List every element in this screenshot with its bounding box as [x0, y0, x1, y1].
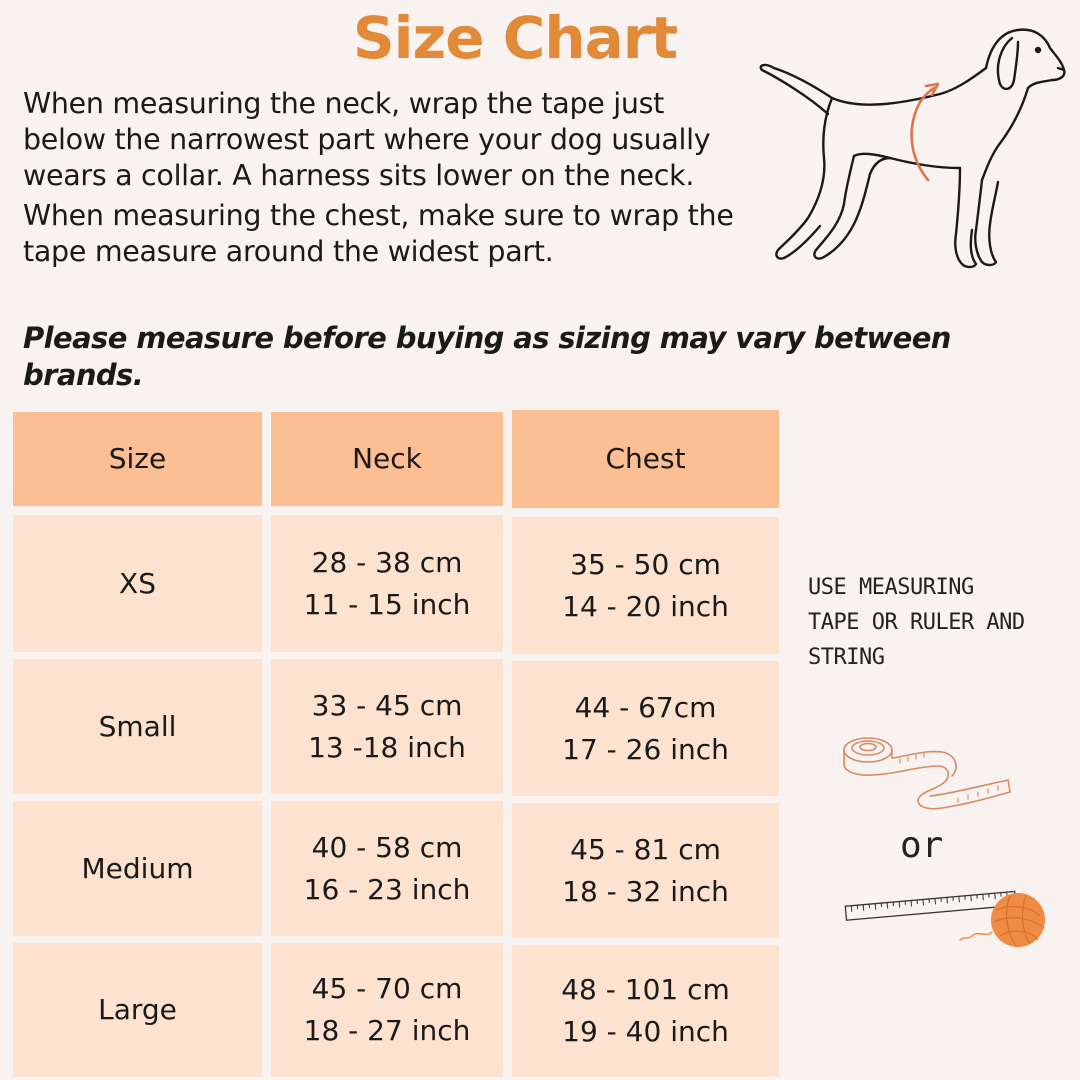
tip-line: TAPE OR RULER AND	[808, 610, 1025, 635]
chest-xs: 35 - 50 cm 14 - 20 inch	[512, 517, 779, 654]
chest-inch: 18 - 32 inch	[562, 874, 729, 908]
chest-small: 44 - 67cm 17 - 26 inch	[512, 661, 779, 796]
tip-line: USE MEASURING	[808, 575, 974, 600]
header-chest: Chest	[512, 410, 779, 508]
or-label: or	[900, 825, 944, 866]
neck-cm: 40 - 58 cm	[311, 830, 463, 864]
chest-inch: 17 - 26 inch	[562, 732, 729, 766]
neck-instruction: When measuring the neck, wrap the tape j…	[23, 87, 711, 192]
measuring-tip: USE MEASURING TAPE OR RULER AND STRING	[808, 570, 1058, 675]
neck-medium: 40 - 58 cm 16 - 23 inch	[271, 801, 503, 936]
size-xs: XS	[13, 515, 262, 652]
neck-cm: 28 - 38 cm	[311, 545, 463, 579]
size-medium: Medium	[13, 801, 262, 936]
chest-cm: 44 - 67cm	[574, 690, 717, 724]
measuring-tape-icon	[843, 737, 1011, 810]
ruler-icon	[844, 890, 1045, 947]
neck-cm: 45 - 70 cm	[311, 972, 463, 1005]
header-size: Size	[13, 412, 262, 506]
chest-instruction: When measuring the chest, make sure to w…	[23, 199, 734, 268]
neck-inch: 11 - 15 inch	[303, 587, 471, 621]
size-label: XS	[119, 566, 156, 600]
chest-cm: 35 - 50 cm	[570, 547, 721, 581]
size-large: Large	[13, 943, 262, 1077]
size-small: Small	[13, 659, 262, 794]
neck-inch: 16 - 23 inch	[303, 872, 471, 906]
chest-inch: 14 - 20 inch	[562, 589, 729, 623]
dog-illustration	[759, 28, 1066, 269]
chest-cm: 48 - 101 cm	[561, 973, 730, 1006]
chest-large: 48 - 101 cm 19 - 40 inch	[512, 945, 779, 1077]
size-label: Medium	[81, 851, 194, 885]
neck-large: 45 - 70 cm 18 - 27 inch	[271, 943, 503, 1077]
header-neck: Neck	[271, 412, 503, 506]
neck-inch: 13 -18 inch	[308, 730, 466, 764]
page-title: Size Chart	[352, 4, 678, 72]
neck-small: 33 - 45 cm 13 -18 inch	[271, 659, 503, 794]
tip-line: STRING	[808, 645, 885, 670]
size-label: Large	[98, 993, 177, 1026]
neck-inch: 18 - 27 inch	[303, 1014, 471, 1047]
neck-cm: 33 - 45 cm	[311, 688, 463, 722]
instructions: When measuring the neck, wrap the tape j…	[23, 86, 753, 274]
chest-cm: 45 - 81 cm	[570, 832, 721, 866]
yarn-ball-icon	[991, 893, 1045, 947]
chest-medium: 45 - 81 cm 18 - 32 inch	[512, 803, 779, 938]
size-label: Small	[98, 709, 177, 743]
chest-inch: 19 - 40 inch	[562, 1015, 729, 1048]
neck-xs: 28 - 38 cm 11 - 15 inch	[271, 515, 503, 652]
sizing-warning: Please measure before buying as sizing m…	[23, 321, 951, 392]
